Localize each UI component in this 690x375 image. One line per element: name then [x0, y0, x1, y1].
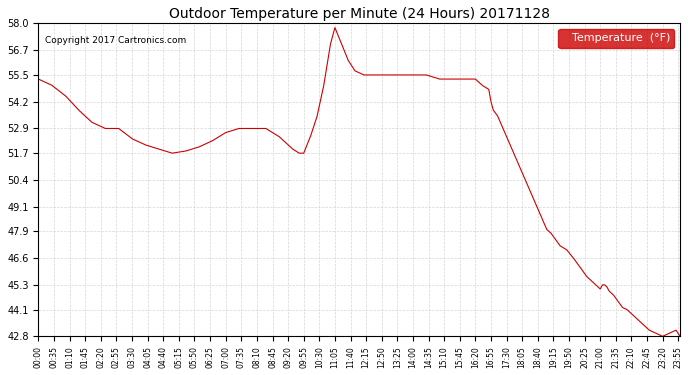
Temperature  (°F): [676, 334, 684, 339]
Line: Temperature  (°F): Temperature (°F): [39, 28, 680, 336]
Temperature  (°F): [600, 283, 609, 287]
Temperature  (°F): [544, 228, 552, 232]
Legend: Temperature  (°F): Temperature (°F): [558, 29, 675, 48]
Temperature  (°F): [460, 77, 468, 81]
Temperature  (°F): [658, 334, 667, 339]
Title: Outdoor Temperature per Minute (24 Hours) 20171128: Outdoor Temperature per Minute (24 Hours…: [169, 7, 550, 21]
Temperature  (°F): [331, 26, 339, 30]
Text: Copyright 2017 Cartronics.com: Copyright 2017 Cartronics.com: [45, 36, 186, 45]
Temperature  (°F): [177, 150, 185, 154]
Temperature  (°F): [161, 149, 170, 153]
Temperature  (°F): [34, 77, 43, 81]
Temperature  (°F): [249, 126, 257, 131]
